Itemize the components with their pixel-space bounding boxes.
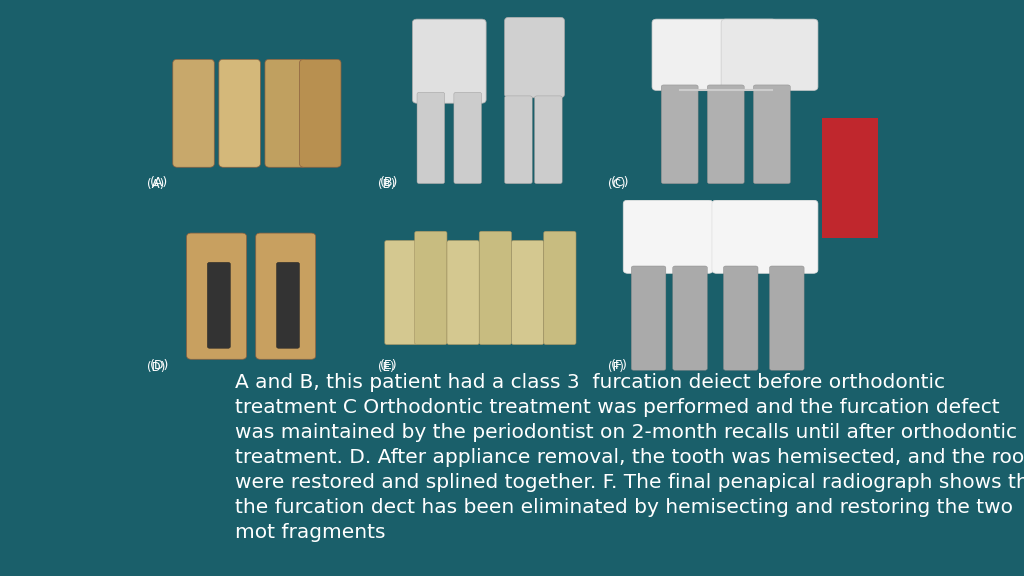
- FancyBboxPatch shape: [385, 240, 417, 344]
- Text: (A): (A): [150, 176, 168, 189]
- FancyBboxPatch shape: [723, 266, 758, 370]
- FancyBboxPatch shape: [446, 240, 479, 344]
- FancyBboxPatch shape: [505, 17, 564, 98]
- FancyBboxPatch shape: [770, 266, 804, 370]
- FancyBboxPatch shape: [535, 96, 562, 184]
- FancyBboxPatch shape: [256, 233, 315, 359]
- FancyBboxPatch shape: [454, 92, 481, 184]
- Text: (B): (B): [380, 176, 398, 189]
- Text: (D): (D): [147, 361, 166, 374]
- Text: (E): (E): [378, 361, 394, 374]
- FancyBboxPatch shape: [652, 19, 776, 90]
- FancyBboxPatch shape: [673, 266, 708, 370]
- Text: (E): (E): [380, 359, 397, 372]
- FancyBboxPatch shape: [511, 240, 544, 344]
- Text: (A): (A): [147, 178, 165, 191]
- FancyBboxPatch shape: [207, 262, 230, 348]
- FancyBboxPatch shape: [662, 85, 698, 184]
- FancyBboxPatch shape: [417, 92, 444, 184]
- FancyBboxPatch shape: [415, 231, 446, 344]
- Text: (C): (C): [610, 176, 629, 189]
- FancyBboxPatch shape: [712, 200, 818, 274]
- Text: (B): (B): [378, 178, 395, 191]
- FancyBboxPatch shape: [721, 19, 818, 90]
- Text: A and B, this patient had a class 3  furcation deiect before orthodontic
treatme: A and B, this patient had a class 3 furc…: [236, 373, 1024, 542]
- FancyBboxPatch shape: [754, 85, 791, 184]
- FancyBboxPatch shape: [544, 231, 575, 344]
- FancyBboxPatch shape: [479, 231, 511, 344]
- FancyBboxPatch shape: [631, 266, 666, 370]
- Text: (C): (C): [608, 178, 626, 191]
- FancyBboxPatch shape: [413, 19, 486, 103]
- FancyBboxPatch shape: [219, 59, 260, 167]
- FancyBboxPatch shape: [624, 200, 713, 274]
- FancyBboxPatch shape: [173, 59, 214, 167]
- FancyBboxPatch shape: [299, 59, 341, 167]
- FancyBboxPatch shape: [265, 59, 306, 167]
- FancyBboxPatch shape: [708, 85, 744, 184]
- Bar: [822, 118, 878, 238]
- Text: (F): (F): [608, 361, 625, 374]
- FancyBboxPatch shape: [186, 233, 247, 359]
- Text: (D): (D): [150, 359, 169, 372]
- Text: (F): (F): [610, 359, 628, 372]
- FancyBboxPatch shape: [276, 262, 299, 348]
- FancyBboxPatch shape: [505, 96, 532, 184]
